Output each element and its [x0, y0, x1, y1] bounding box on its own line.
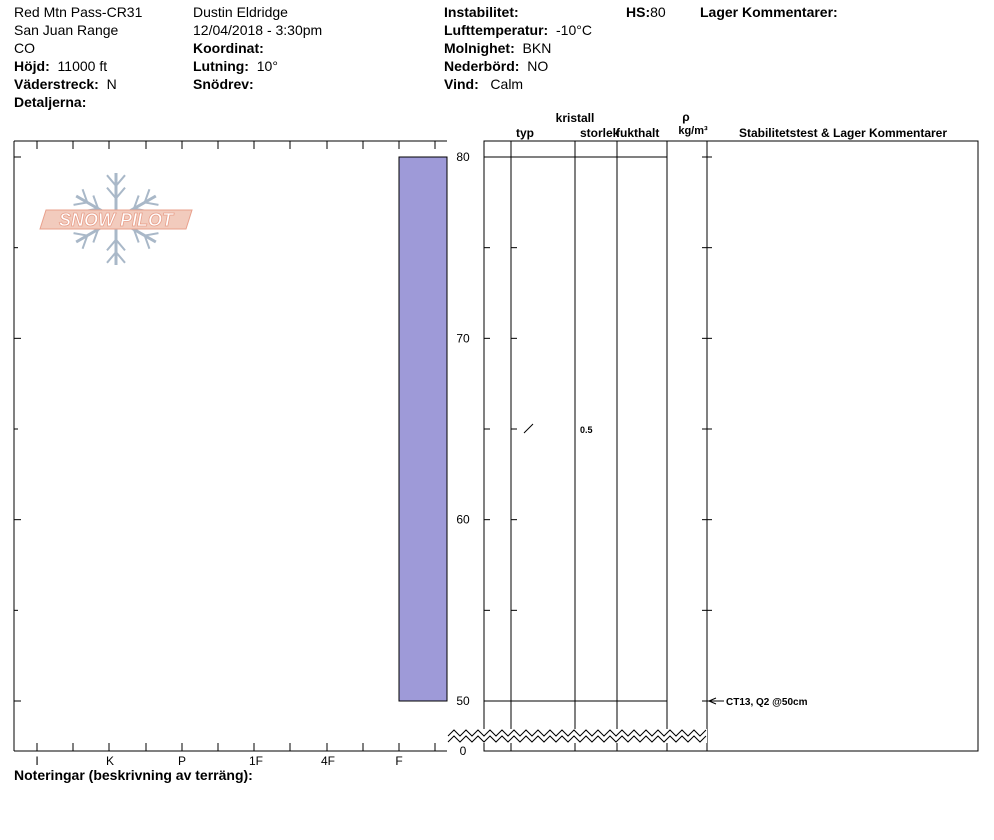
slope-value: 10°	[256, 58, 278, 74]
header-crystal: kristall	[556, 111, 595, 125]
grain-observations: 0.5	[523, 423, 593, 435]
snowflake-branch	[73, 232, 88, 237]
hardness-label: F	[395, 754, 402, 768]
hs-row: HS:80	[626, 3, 666, 21]
hardness-label: K	[106, 754, 114, 768]
hardness-top-ticks	[36, 141, 436, 149]
slope-row: Lutning: 10°	[193, 57, 278, 75]
wind-label: Vind:	[444, 76, 479, 92]
logo-banner	[39, 209, 193, 230]
grain-size-value: 0.5	[580, 425, 593, 435]
depth-label: 50	[456, 694, 470, 708]
hs-value: 80	[650, 4, 666, 20]
observation-datetime: 12/04/2018 - 3:30pm	[193, 22, 323, 38]
air-temp-label: Lufttemperatur:	[444, 22, 549, 38]
drift-label: Snödrev:	[193, 76, 254, 92]
hs-label: HS:	[626, 4, 651, 20]
wind-value: Calm	[490, 76, 524, 92]
elevation-value: 11000 ft	[57, 58, 108, 74]
hardness-label: 1F	[249, 754, 263, 768]
snowflake-branch	[143, 235, 151, 250]
snowflake-branch	[92, 229, 100, 243]
layer-comments-label: Lager Kommentarer:	[700, 4, 838, 20]
header-comments: Stabilitetstest & Lager Kommentarer	[739, 126, 947, 140]
cloud-value: BKN	[522, 40, 552, 56]
header-rho: ρ	[682, 110, 689, 124]
header-moisture: fukthalt	[616, 126, 659, 140]
state-name: CO	[14, 40, 35, 56]
slope-label: Lutning:	[193, 58, 249, 74]
snowflake-branch	[115, 251, 126, 264]
hardness-bottom-ticks	[36, 743, 436, 751]
depth-label: 0	[460, 744, 467, 758]
aspect-value: N	[106, 76, 117, 92]
axis-break-line	[447, 735, 707, 743]
snowflake-branch	[132, 195, 140, 209]
wind-row: Vind: Calm	[444, 75, 523, 93]
cloud-row: Molnighet: BKN	[444, 39, 551, 57]
air-temp-row: Lufttemperatur: -10°C	[444, 21, 592, 39]
grain-type-symbol	[523, 423, 534, 434]
depth-label: 70	[456, 331, 470, 345]
hardness-axis-labels: I K P 1F 4F F	[35, 754, 402, 768]
header-size: storlek	[580, 126, 620, 140]
header-type: typ	[516, 126, 534, 140]
snowflake-branch	[106, 251, 117, 264]
range-name: San Juan Range	[14, 22, 119, 38]
axis-break	[447, 729, 707, 743]
axis-break-line	[447, 729, 707, 737]
location-name: Red Mtn Pass-CR31	[14, 4, 143, 20]
snowflake-branch	[115, 186, 126, 199]
snowflake-branch	[132, 229, 140, 243]
hardness-label: P	[178, 754, 186, 768]
snowflake-branch	[106, 239, 117, 252]
table-frame	[483, 140, 979, 752]
snowflake-branch	[115, 174, 126, 187]
observer-name: Dustin Eldridge	[193, 4, 288, 20]
hardness-layers	[398, 156, 448, 702]
elevation-row: Höjd: 11000 ft	[14, 57, 107, 75]
depth-label: 80	[456, 150, 470, 164]
hardness-label: I	[35, 754, 38, 768]
hardness-label: 4F	[321, 754, 335, 768]
stability-test-arrowhead	[707, 697, 717, 705]
instability-label: Instabilitet:	[444, 4, 519, 20]
aspect-label: Väderstreck:	[14, 76, 99, 92]
snowflake-branch	[73, 201, 88, 206]
logo-text: SNOW PILOT	[59, 210, 175, 230]
header-density-unit: kg/m³	[678, 125, 708, 137]
snowpilot-logo: SNOW PILOT	[39, 173, 193, 265]
air-temp-value: -10°C	[556, 22, 592, 38]
precip-row: Nederbörd: NO	[444, 57, 548, 75]
precip-label: Nederbörd:	[444, 58, 520, 74]
stability-test-label: CT13, Q2 @50cm	[726, 697, 808, 708]
stability-tests: CT13, Q2 @50cm	[707, 697, 808, 708]
snowflake-branch	[115, 239, 126, 252]
details-label: Detaljerna:	[14, 94, 87, 110]
snowflake-branch	[144, 232, 159, 237]
column-headers: kristall typ storlek fukthalt ρ kg/m³ St…	[516, 110, 947, 140]
hardness-layer-bar	[398, 156, 448, 702]
layer-table: 0.5 CT13, Q2 @50cm	[483, 140, 979, 752]
elevation-label: Höjd:	[14, 58, 50, 74]
snowflake-branch	[143, 188, 151, 203]
snowflake-branch	[144, 201, 159, 206]
snowflake-branch	[81, 235, 89, 250]
snowflake-branch	[106, 186, 117, 199]
hardness-panel: I K P 1F 4F F	[13, 140, 448, 768]
snowflake-branch	[92, 195, 100, 209]
snowflake-branch	[81, 188, 89, 203]
notes-label: Noteringar (beskrivning av terräng):	[14, 767, 253, 783]
depth-label: 60	[456, 513, 470, 527]
depth-left-ticks	[14, 156, 447, 702]
cloud-label: Molnighet:	[444, 40, 515, 56]
aspect-row: Väderstreck: N	[14, 75, 117, 93]
precip-value: NO	[527, 58, 549, 74]
depth-axis-labels: 80 70 60 50 0	[456, 150, 470, 758]
table-depth-ticks	[484, 156, 712, 702]
snowflake-branch	[106, 174, 117, 187]
axis-break-mask	[448, 729, 707, 743]
coordinate-label: Koordinat:	[193, 40, 264, 56]
